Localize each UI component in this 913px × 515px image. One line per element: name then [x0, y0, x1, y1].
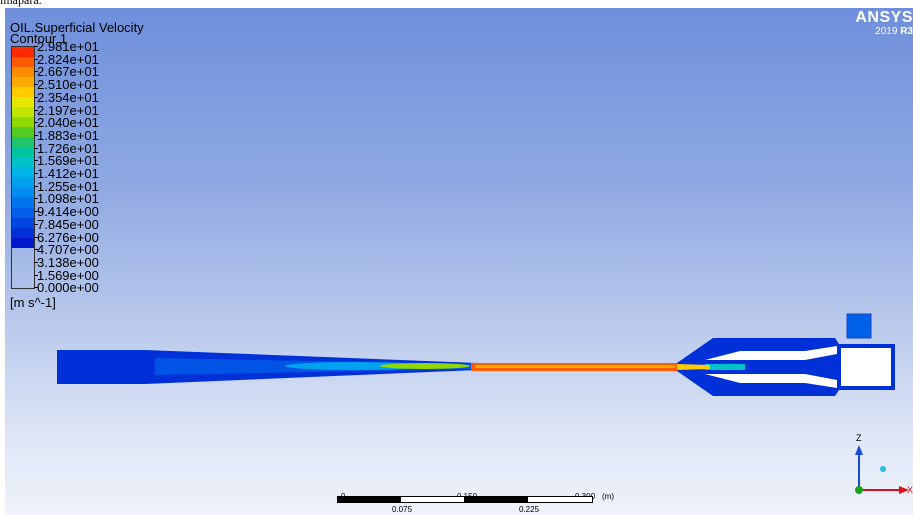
top-strip: ımapara. [0, 0, 913, 8]
legend-label-5: 2.197e+01 [37, 102, 99, 118]
outlet-port [846, 313, 872, 339]
legend-color-8 [12, 127, 34, 138]
chamber-interior [841, 348, 891, 386]
axis-triad[interactable]: Z X [843, 433, 913, 508]
legend-tick-13 [34, 211, 38, 213]
legend-tick-8 [34, 147, 38, 149]
inner-nozzle-bottom [705, 374, 837, 388]
legend-color-11 [12, 157, 34, 168]
scale-seg-1 [338, 497, 401, 502]
legend-tick-2 [34, 71, 38, 73]
legend-color-2 [12, 67, 34, 78]
top-strip-text: ımapara. [0, 0, 42, 7]
throat-core [475, 365, 675, 368]
scale-seg-2 [401, 497, 464, 502]
legend-label-17: 3.138e+00 [37, 254, 99, 270]
ansys-version: 2019 R3 [855, 26, 913, 37]
version-year: 2019 [875, 26, 898, 37]
z-axis-label: Z [856, 433, 862, 443]
version-release: R3 [900, 26, 913, 37]
diffuser-body [677, 338, 895, 396]
legend-color-9 [12, 137, 34, 148]
legend-color-0 [12, 47, 34, 58]
scale-bar [337, 496, 593, 503]
legend-color-16 [12, 207, 34, 218]
ansys-logo: ANSYS 2019 R3 [855, 9, 913, 38]
legend-tick-17 [34, 261, 38, 263]
legend-color-12 [12, 167, 34, 178]
legend-color-4 [12, 87, 34, 98]
legend-label-14: 7.845e+00 [37, 216, 99, 232]
legend-label-12: 1.098e+01 [37, 191, 99, 207]
legend-tick-18 [34, 274, 38, 276]
contour-title: Contour 1 [10, 31, 68, 46]
legend-color-1 [12, 57, 34, 68]
legend-tick-11 [34, 185, 38, 187]
legend-tick-16 [34, 249, 38, 251]
legend-color-18 [12, 227, 34, 238]
legend-label-8: 1.726e+01 [37, 140, 99, 156]
variable-title: OIL.Superficial Velocity [10, 20, 144, 35]
cfd-geometry [57, 313, 895, 396]
legend-label-7: 1.883e+01 [37, 127, 99, 143]
legend-label-1: 2.824e+01 [37, 51, 99, 67]
color-legend-bar [11, 46, 35, 289]
scale-label-075: 0.075 [392, 505, 413, 514]
legend-tick-4 [34, 96, 38, 98]
legend-label-9: 1.569e+01 [37, 153, 99, 169]
legend-color-17 [12, 217, 34, 228]
legend-label-15: 6.276e+00 [37, 229, 99, 245]
legend-label-10: 1.412e+01 [37, 166, 99, 181]
scale-seg-4 [528, 497, 592, 502]
legend-label-3: 2.510e+01 [37, 77, 99, 93]
legend-color-19 [12, 237, 34, 248]
legend-label-18: 1.569e+00 [37, 267, 99, 283]
legend-units: [m s^-1] [10, 295, 56, 310]
inlet-jet [285, 362, 425, 370]
legend-tick-19 [34, 287, 38, 289]
x-axis-label: X [907, 485, 913, 495]
nozzle-jet [677, 364, 710, 370]
legend-color-10 [12, 147, 34, 158]
legend-label-16: 4.707e+00 [37, 242, 99, 258]
legend-tick-5 [34, 109, 38, 111]
inlet-jet-hot [380, 363, 470, 369]
legend-tick-12 [34, 198, 38, 200]
scale-seg-3 [464, 497, 528, 502]
legend-color-6 [12, 107, 34, 118]
legend-tick-7 [34, 134, 38, 136]
legend-color-14 [12, 187, 34, 198]
legend-label-13: 9.414e+00 [37, 204, 99, 220]
legend-label-11: 1.255e+01 [37, 178, 99, 194]
legend-label-0: 2.981e+01 [37, 39, 99, 54]
legend-tick-14 [34, 223, 38, 225]
graphics-viewport[interactable]: OIL.Superficial Velocity Contour 1 ANSYS… [5, 8, 913, 515]
legend-label-19: 0.000e+00 [37, 280, 99, 296]
legend-tick-6 [34, 122, 38, 124]
scale-unit: (m) [602, 492, 614, 501]
legend-color-5 [12, 97, 34, 108]
legend-color-3 [12, 77, 34, 88]
legend-color-13 [12, 177, 34, 188]
legend-color-7 [12, 117, 34, 128]
legend-color-15 [12, 197, 34, 208]
legend-label-4: 2.354e+01 [37, 89, 99, 105]
legend-label-6: 2.040e+01 [37, 115, 99, 131]
legend-tick-9 [34, 160, 38, 162]
scale-label-225: 0.225 [519, 505, 540, 514]
legend-tick-15 [34, 236, 38, 238]
legend-tick-10 [34, 173, 38, 174]
nozzle-passage [705, 364, 745, 370]
legend-tick-0 [34, 46, 38, 47]
legend-tick-3 [34, 84, 38, 86]
legend-tick-1 [34, 58, 38, 60]
inner-nozzle-top [705, 346, 837, 360]
ansys-brand: ANSYS [855, 9, 913, 26]
legend-label-2: 2.667e+01 [37, 64, 99, 80]
